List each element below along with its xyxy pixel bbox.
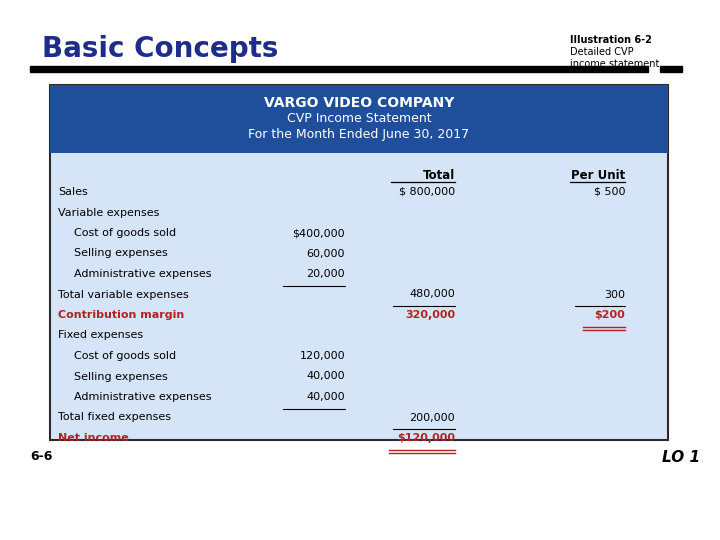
Text: $ 800,000: $ 800,000	[399, 187, 455, 197]
Text: 20,000: 20,000	[307, 269, 345, 279]
Text: Illustration 6-2: Illustration 6-2	[570, 35, 652, 45]
Text: For the Month Ended June 30, 2017: For the Month Ended June 30, 2017	[248, 128, 469, 141]
Bar	[30, 66, 648, 72]
Text: CVP Income Statement: CVP Income Statement	[287, 112, 431, 125]
Text: LO 1: LO 1	[662, 450, 700, 465]
Text: Fixed expenses: Fixed expenses	[58, 330, 143, 341]
Text: Per Unit: Per Unit	[571, 169, 625, 182]
Text: Basic Concepts: Basic Concepts	[42, 35, 279, 63]
Bar	[50, 85, 668, 440]
Text: Variable expenses: Variable expenses	[58, 207, 159, 218]
Text: 120,000: 120,000	[300, 351, 345, 361]
Text: 320,000: 320,000	[405, 310, 455, 320]
Bar	[50, 85, 668, 153]
Text: $200: $200	[594, 310, 625, 320]
Text: 200,000: 200,000	[410, 413, 455, 422]
Text: income statement: income statement	[570, 59, 660, 69]
Text: 60,000: 60,000	[307, 248, 345, 259]
Text: Administrative expenses: Administrative expenses	[74, 392, 212, 402]
Text: $120,000: $120,000	[397, 433, 455, 443]
Text: Net income: Net income	[58, 433, 129, 443]
Text: $ 500: $ 500	[593, 187, 625, 197]
Text: Selling expenses: Selling expenses	[74, 372, 168, 381]
Bar	[660, 66, 682, 72]
Text: VARGO VIDEO COMPANY: VARGO VIDEO COMPANY	[264, 96, 454, 110]
Text: Contribution margin: Contribution margin	[58, 310, 184, 320]
Text: Total variable expenses: Total variable expenses	[58, 289, 189, 300]
Text: $400,000: $400,000	[292, 228, 345, 238]
Text: Cost of goods sold: Cost of goods sold	[74, 228, 176, 238]
Text: Detailed CVP: Detailed CVP	[570, 47, 634, 57]
Text: Cost of goods sold: Cost of goods sold	[74, 351, 176, 361]
Text: Sales: Sales	[58, 187, 88, 197]
Text: 300: 300	[604, 289, 625, 300]
Text: 40,000: 40,000	[307, 392, 345, 402]
Text: 480,000: 480,000	[409, 289, 455, 300]
Text: 6-6: 6-6	[30, 450, 53, 463]
Text: Administrative expenses: Administrative expenses	[74, 269, 212, 279]
Text: 40,000: 40,000	[307, 372, 345, 381]
Text: Total fixed expenses: Total fixed expenses	[58, 413, 171, 422]
Text: Selling expenses: Selling expenses	[74, 248, 168, 259]
Text: Total: Total	[423, 169, 455, 182]
